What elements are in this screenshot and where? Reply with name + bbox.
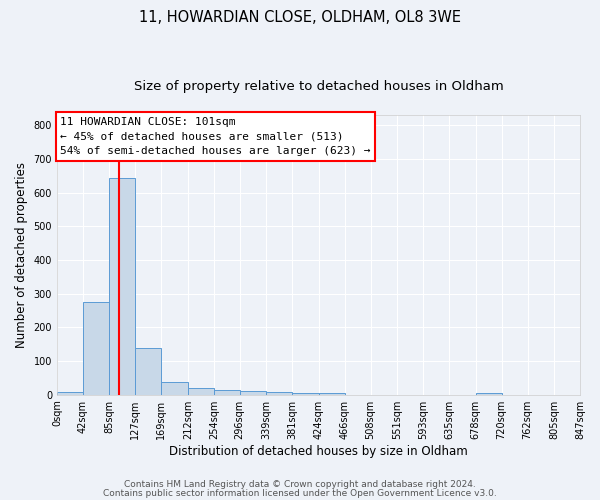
Bar (266, 392, 292, 394)
Text: 11, HOWARDIAN CLOSE, OLDHAM, OL8 3WE: 11, HOWARDIAN CLOSE, OLDHAM, OL8 3WE (139, 10, 461, 25)
Bar (188, 388, 214, 394)
Bar (476, 393, 502, 394)
Text: Contains public sector information licensed under the Open Government Licence v3: Contains public sector information licen… (103, 489, 497, 498)
Bar (161, 382, 188, 394)
Bar (109, 178, 136, 394)
Text: 11 HOWARDIAN CLOSE: 101sqm
← 45% of detached houses are smaller (513)
54% of sem: 11 HOWARDIAN CLOSE: 101sqm ← 45% of deta… (60, 116, 371, 156)
Bar (214, 390, 240, 394)
Bar (292, 393, 319, 394)
Bar (319, 393, 345, 394)
Bar (83, 302, 109, 394)
Bar (57, 392, 83, 394)
Title: Size of property relative to detached houses in Oldham: Size of property relative to detached ho… (134, 80, 503, 93)
Text: Contains HM Land Registry data © Crown copyright and database right 2024.: Contains HM Land Registry data © Crown c… (124, 480, 476, 489)
Bar (240, 391, 266, 394)
X-axis label: Distribution of detached houses by size in Oldham: Distribution of detached houses by size … (169, 444, 468, 458)
Y-axis label: Number of detached properties: Number of detached properties (15, 162, 28, 348)
Bar (136, 348, 161, 395)
